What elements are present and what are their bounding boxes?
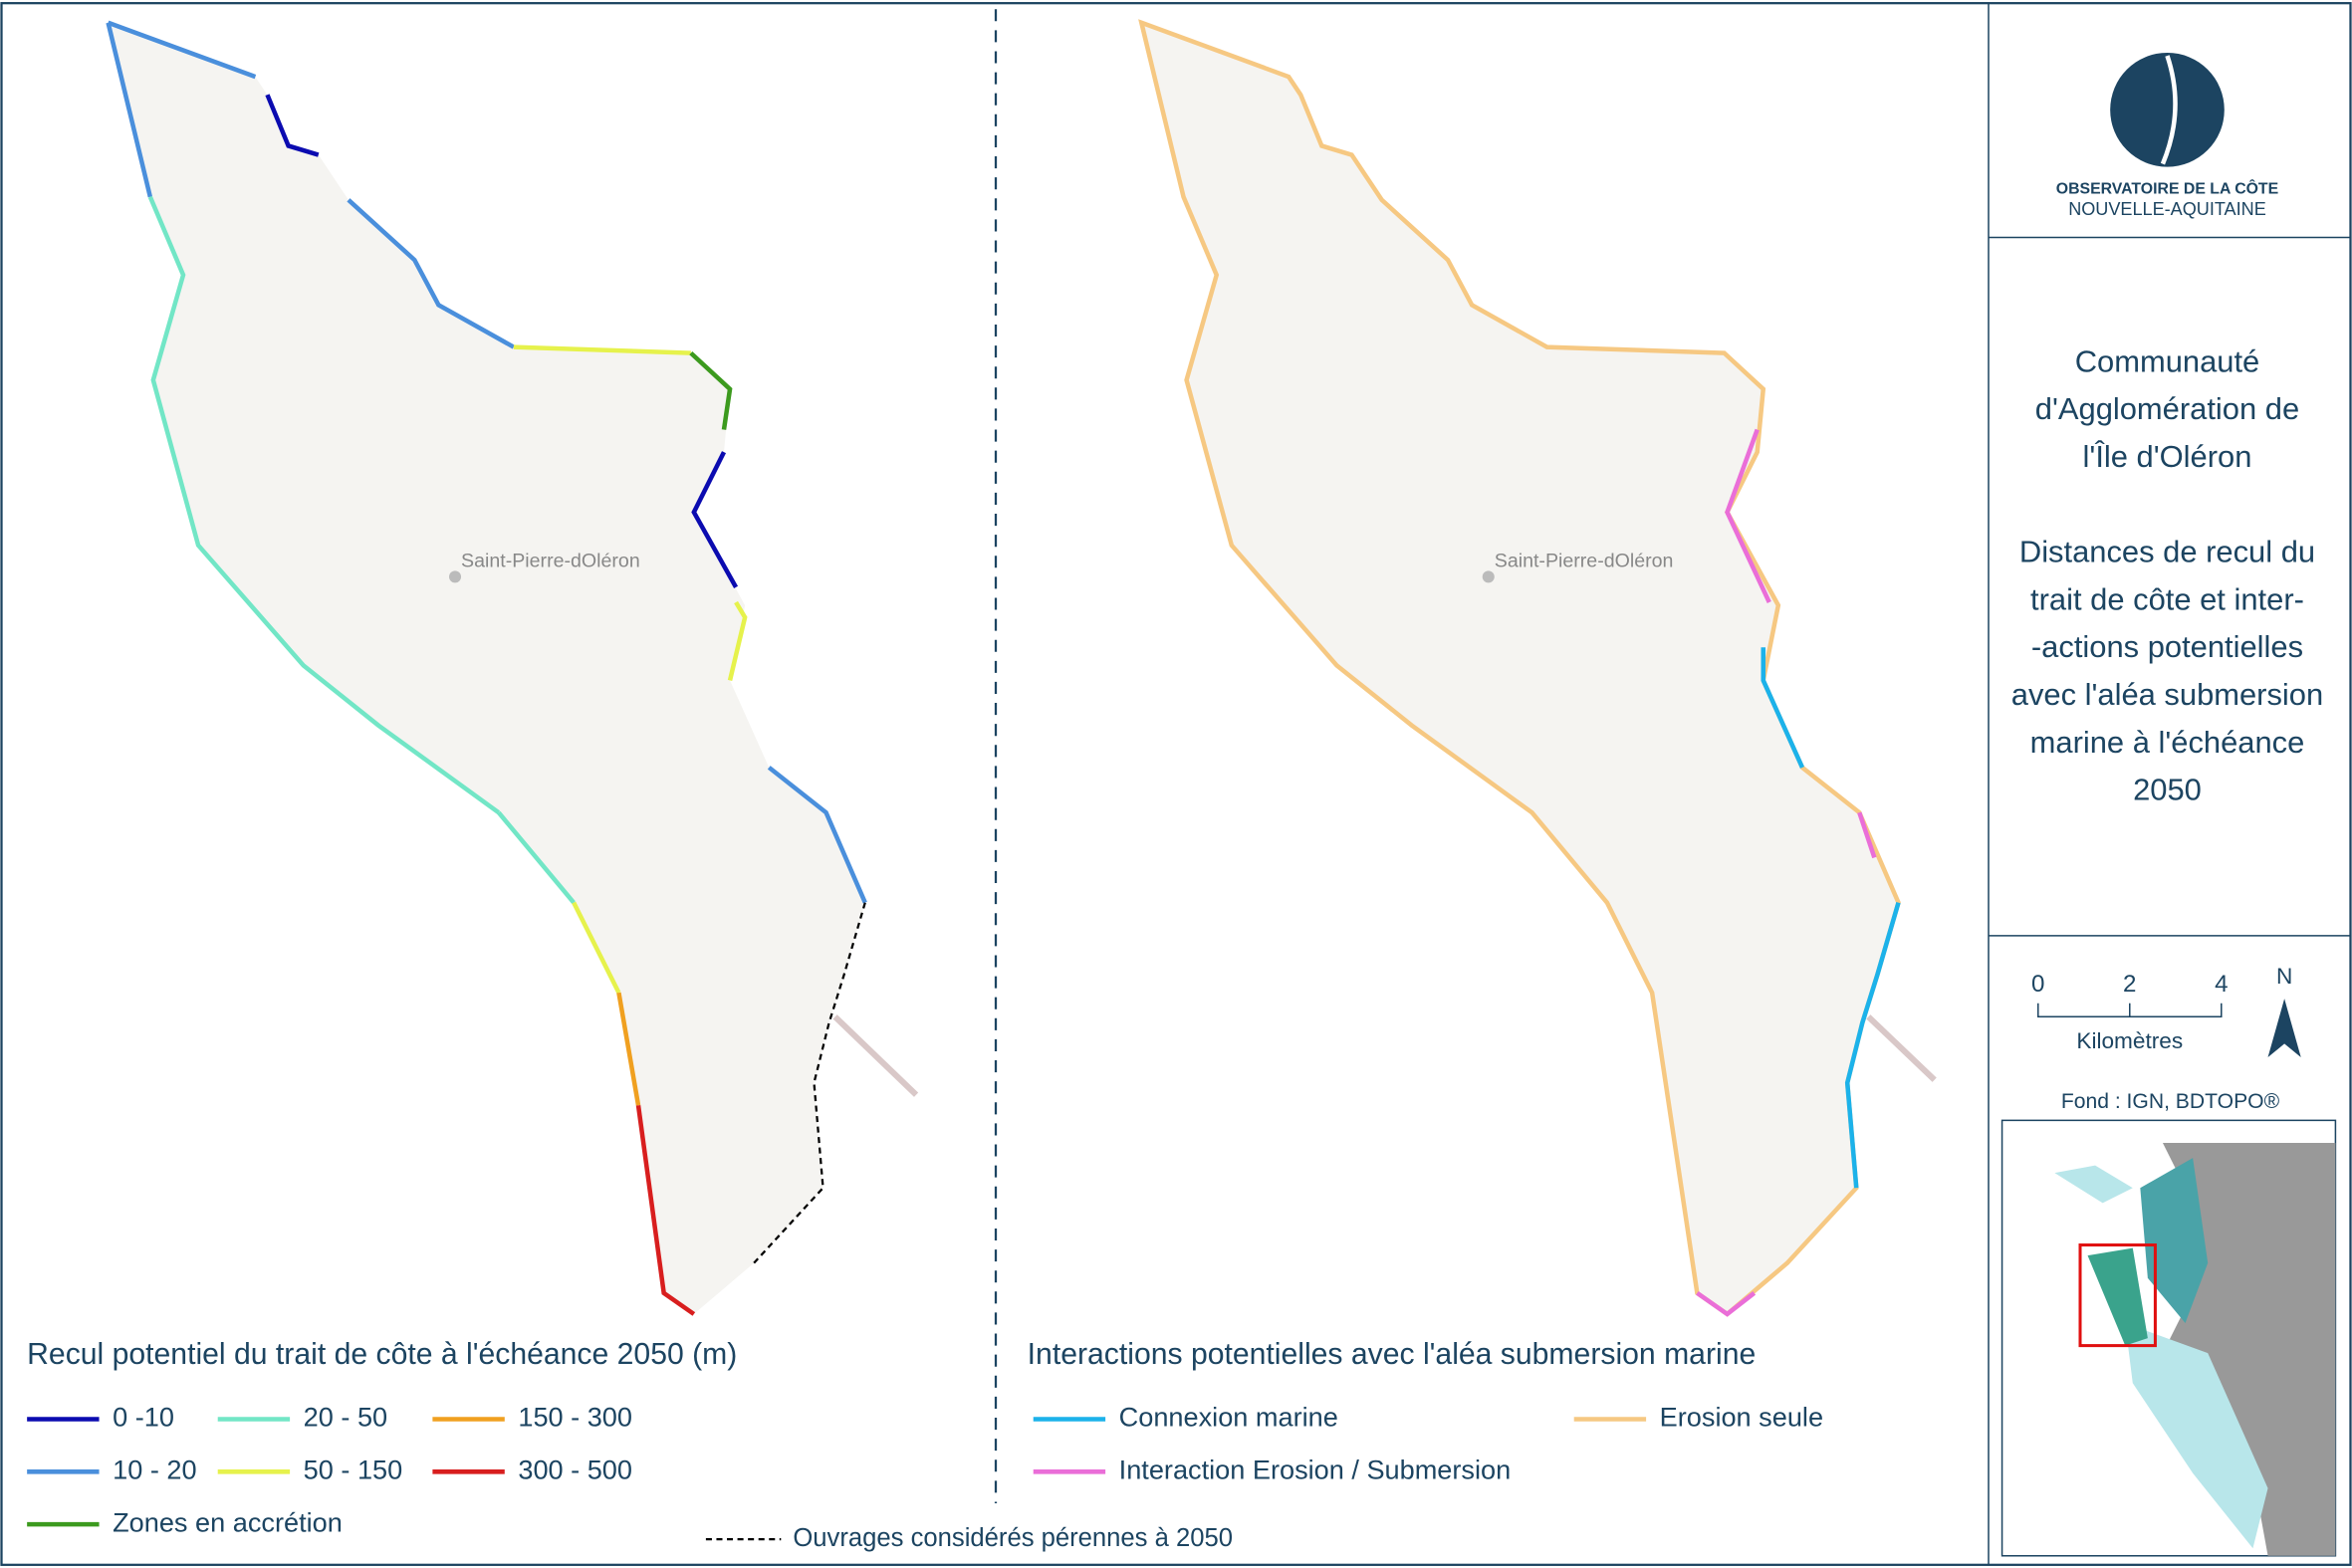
scale-bar: 0 2 4 Kilomètres N bbox=[2031, 964, 2301, 1058]
legend-label: Interaction Erosion / Submersion bbox=[1119, 1454, 1512, 1484]
panel-title-line: trait de côte et inter- bbox=[2030, 581, 2304, 616]
scale-label: 0 bbox=[2031, 971, 2044, 998]
left-map: Saint-Pierre-dOléron bbox=[106, 20, 919, 1316]
north-label: N bbox=[2276, 964, 2292, 989]
place-label: Saint-Pierre-dOléron bbox=[461, 550, 640, 571]
legend-label: 0 -10 bbox=[113, 1402, 174, 1433]
legend-label: Ouvrages considérés pérennes à 2050 bbox=[793, 1524, 1233, 1552]
inset-map bbox=[2000, 1119, 2337, 1557]
right-map: Saint-Pierre-dOléron bbox=[1141, 23, 1937, 1317]
legend-label: 20 - 50 bbox=[304, 1402, 387, 1433]
panel-title-line: 2050 bbox=[2133, 773, 2202, 807]
scale-unit: Kilomètres bbox=[2076, 1028, 2183, 1053]
legend-label: 10 - 20 bbox=[113, 1454, 196, 1484]
legend-label: Erosion seule bbox=[1660, 1402, 1823, 1433]
legends: Recul potentiel du trait de côte à l'éch… bbox=[27, 1338, 1823, 1552]
legend-label: Zones en accrétion bbox=[113, 1506, 343, 1537]
legend-label: 300 - 500 bbox=[518, 1454, 632, 1484]
legend-title: Interactions potentielles avec l'aléa su… bbox=[1028, 1338, 1757, 1371]
scale-label: 2 bbox=[2123, 971, 2136, 998]
panel-title-line: d'Agglomération de bbox=[2035, 391, 2299, 426]
panel-title: Communauté d'Agglomération de l'Île d'Olér… bbox=[2011, 343, 2323, 806]
logo-text: NOUVELLE-AQUITAINE bbox=[2068, 199, 2266, 219]
source: Fond : IGN, BDTOPO® bbox=[2061, 1090, 2280, 1113]
legend-label: 50 - 150 bbox=[304, 1454, 403, 1484]
legend-title: Recul potentiel du trait de côte à l'éch… bbox=[27, 1338, 737, 1371]
legend-label: 150 - 300 bbox=[518, 1402, 632, 1433]
panel-title-line: Distances de recul du bbox=[2019, 535, 2315, 569]
panel-title-line: l'Île d'Oléron bbox=[2083, 439, 2252, 474]
logo-text: OBSERVATOIRE DE LA CÔTE bbox=[2056, 178, 2278, 197]
panel-title-line: Communauté bbox=[2075, 343, 2260, 378]
panel-title-line: avec l'aléa submersion bbox=[2011, 677, 2323, 712]
legend-label: Connexion marine bbox=[1119, 1402, 1338, 1433]
scale-label: 4 bbox=[2215, 971, 2228, 998]
logo: OBSERVATOIRE DE LA CÔTE NOUVELLE-AQUITAI… bbox=[2056, 52, 2278, 219]
north-arrow bbox=[2267, 999, 2301, 1058]
panel-title-line: -actions potentielles bbox=[2031, 629, 2303, 664]
panel-title-line: marine à l'échéance bbox=[2030, 725, 2305, 760]
place-label: Saint-Pierre-dOléron bbox=[1495, 550, 1674, 571]
